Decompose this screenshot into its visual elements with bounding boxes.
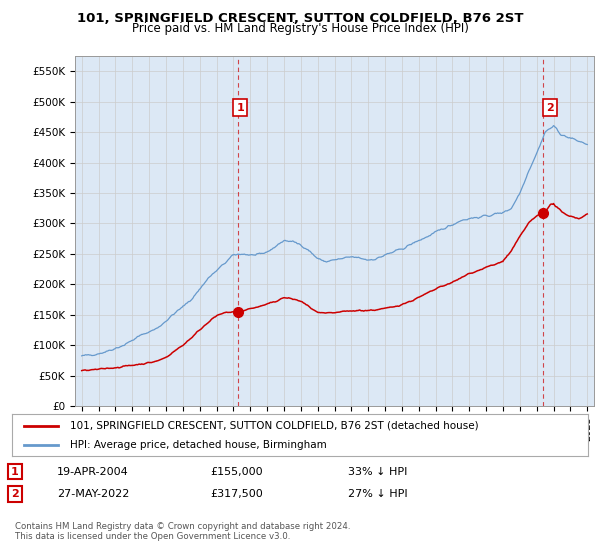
Text: £155,000: £155,000 — [210, 466, 263, 477]
Text: 27-MAY-2022: 27-MAY-2022 — [57, 489, 130, 499]
Text: 2: 2 — [547, 102, 554, 113]
Text: Price paid vs. HM Land Registry's House Price Index (HPI): Price paid vs. HM Land Registry's House … — [131, 22, 469, 35]
Text: 33% ↓ HPI: 33% ↓ HPI — [348, 466, 407, 477]
Text: HPI: Average price, detached house, Birmingham: HPI: Average price, detached house, Birm… — [70, 440, 326, 450]
Text: 2: 2 — [11, 489, 19, 499]
Text: Contains HM Land Registry data © Crown copyright and database right 2024.
This d: Contains HM Land Registry data © Crown c… — [15, 522, 350, 542]
Text: 101, SPRINGFIELD CRESCENT, SUTTON COLDFIELD, B76 2ST: 101, SPRINGFIELD CRESCENT, SUTTON COLDFI… — [77, 12, 523, 25]
Text: 101, SPRINGFIELD CRESCENT, SUTTON COLDFIELD, B76 2ST (detached house): 101, SPRINGFIELD CRESCENT, SUTTON COLDFI… — [70, 421, 478, 431]
Text: 1: 1 — [236, 102, 244, 113]
Text: 27% ↓ HPI: 27% ↓ HPI — [348, 489, 407, 499]
Text: 19-APR-2004: 19-APR-2004 — [57, 466, 129, 477]
Text: £317,500: £317,500 — [210, 489, 263, 499]
Text: 1: 1 — [11, 466, 19, 477]
